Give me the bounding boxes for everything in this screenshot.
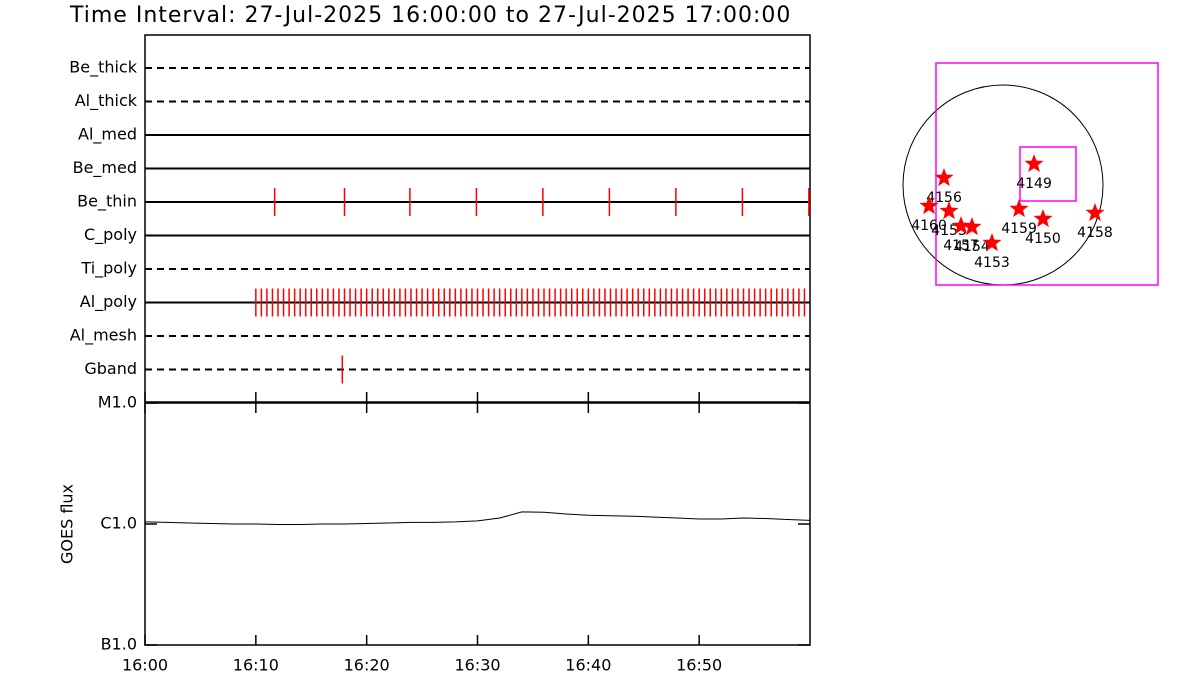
region-label: 4160 xyxy=(911,218,947,234)
region-star xyxy=(1033,209,1053,227)
row-label: Al_mesh xyxy=(70,326,137,346)
region-label: 4157 xyxy=(943,238,979,254)
x-tick-label: 16:30 xyxy=(454,656,500,675)
region-star xyxy=(1009,199,1029,217)
fov-box xyxy=(935,62,1159,286)
region-label: 4156 xyxy=(926,190,962,206)
region-label: 4158 xyxy=(1077,225,1113,241)
region-star xyxy=(939,201,959,220)
region-star xyxy=(982,233,1002,252)
row-label: Al_thick xyxy=(75,91,138,111)
row-label: Gband xyxy=(84,359,137,378)
region-star xyxy=(1024,154,1044,172)
y-tick-label: C1.0 xyxy=(100,514,137,533)
region-label: 4149 xyxy=(1016,176,1052,192)
region-label: 4153 xyxy=(974,255,1010,271)
row-label: Be_thick xyxy=(69,58,137,78)
row-label: Ti_poly xyxy=(80,259,137,279)
y-tick-label: M1.0 xyxy=(98,393,137,412)
region-star xyxy=(962,217,982,236)
region-star xyxy=(1085,203,1105,222)
y-axis-title: GOES flux xyxy=(58,484,77,564)
filter-panel xyxy=(144,34,811,403)
region-label: 4150 xyxy=(1025,231,1061,247)
region-star xyxy=(951,216,971,235)
y-tick-label: B1.0 xyxy=(101,635,137,654)
row-label: Be_med xyxy=(73,158,137,178)
row-label: Al_med xyxy=(78,125,137,145)
x-tick-label: 16:10 xyxy=(233,656,279,675)
x-tick-label: 16:00 xyxy=(122,656,168,675)
x-tick-label: 16:40 xyxy=(565,656,611,675)
fov-box xyxy=(1019,146,1077,202)
row-label: C_poly xyxy=(84,225,137,245)
x-tick-label: 16:20 xyxy=(344,656,390,675)
region-label: 4159 xyxy=(1001,221,1037,237)
row-label: Al_poly xyxy=(80,292,137,312)
region-star xyxy=(934,168,954,187)
region-star xyxy=(919,196,939,215)
x-tick-label: 16:50 xyxy=(676,656,722,675)
goes-curve xyxy=(144,511,811,525)
region-label: 4154 xyxy=(954,239,990,255)
chart-title: Time Interval: 27-Jul-2025 16:00:00 to 2… xyxy=(69,3,791,28)
row-label: Be_thin xyxy=(77,192,137,212)
